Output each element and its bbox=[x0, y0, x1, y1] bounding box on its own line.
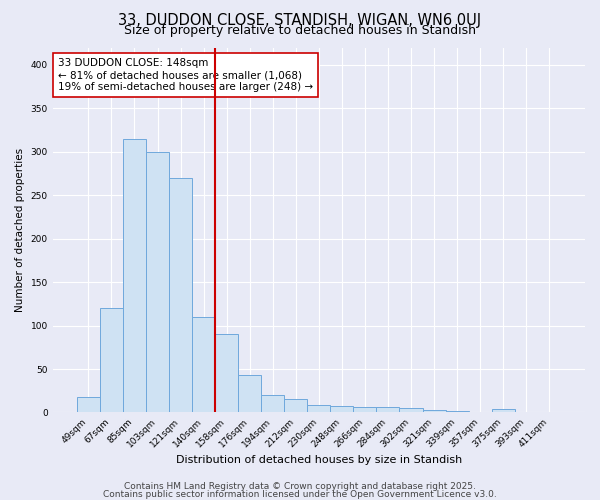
X-axis label: Distribution of detached houses by size in Standish: Distribution of detached houses by size … bbox=[176, 455, 462, 465]
Bar bbox=[215, 334, 238, 412]
Text: 33 DUDDON CLOSE: 148sqm
← 81% of detached houses are smaller (1,068)
19% of semi: 33 DUDDON CLOSE: 148sqm ← 81% of detache… bbox=[58, 58, 313, 92]
Bar bbox=[284, 400, 307, 412]
Bar bbox=[446, 411, 469, 412]
Bar bbox=[261, 395, 284, 412]
Bar bbox=[192, 317, 215, 412]
Text: Contains HM Land Registry data © Crown copyright and database right 2025.: Contains HM Land Registry data © Crown c… bbox=[124, 482, 476, 491]
Bar bbox=[376, 408, 400, 412]
Bar bbox=[146, 152, 169, 412]
Bar bbox=[100, 308, 123, 412]
Bar bbox=[422, 410, 446, 412]
Bar bbox=[400, 408, 422, 412]
Bar bbox=[238, 375, 261, 412]
Bar bbox=[353, 408, 376, 412]
Bar bbox=[331, 406, 353, 412]
Bar bbox=[307, 404, 331, 412]
Bar bbox=[169, 178, 192, 412]
Bar bbox=[123, 138, 146, 412]
Text: Size of property relative to detached houses in Standish: Size of property relative to detached ho… bbox=[124, 24, 476, 37]
Text: 33, DUDDON CLOSE, STANDISH, WIGAN, WN6 0UJ: 33, DUDDON CLOSE, STANDISH, WIGAN, WN6 0… bbox=[118, 12, 482, 28]
Bar bbox=[491, 409, 515, 412]
Y-axis label: Number of detached properties: Number of detached properties bbox=[15, 148, 25, 312]
Text: Contains public sector information licensed under the Open Government Licence v3: Contains public sector information licen… bbox=[103, 490, 497, 499]
Bar bbox=[77, 397, 100, 412]
